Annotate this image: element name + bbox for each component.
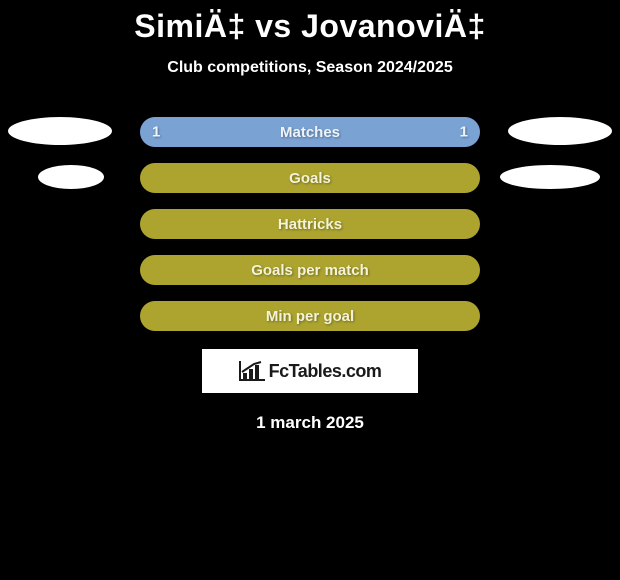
bar-chart-icon	[239, 361, 265, 381]
stat-label: Goals	[289, 170, 331, 187]
stat-row-matches: 1 Matches 1	[0, 117, 620, 147]
subtitle: Club competitions, Season 2024/2025	[0, 59, 620, 77]
stat-label: Min per goal	[266, 308, 354, 325]
stat-row-goals: Goals	[0, 163, 620, 193]
stat-label: Goals per match	[251, 262, 369, 279]
stat-row-goals-per-match: Goals per match	[0, 255, 620, 285]
logo-text: FcTables.com	[269, 361, 382, 382]
stat-label: Matches	[280, 124, 340, 141]
stat-row-min-per-goal: Min per goal	[0, 301, 620, 331]
stat-bar: Hattricks	[140, 209, 480, 239]
stat-bar: 1 Matches 1	[140, 117, 480, 147]
fctables-logo[interactable]: FcTables.com	[202, 349, 418, 393]
stat-left-value: 1	[152, 124, 160, 141]
stat-row-hattricks: Hattricks	[0, 209, 620, 239]
date-label: 1 march 2025	[0, 413, 620, 433]
stat-bar: Goals	[140, 163, 480, 193]
stat-bar: Min per goal	[140, 301, 480, 331]
stat-bar: Goals per match	[140, 255, 480, 285]
page-title: SimiÄ‡ vs JovanoviÄ‡	[0, 0, 620, 45]
stat-label: Hattricks	[278, 216, 342, 233]
stats-rows: 1 Matches 1 Goals Hattricks Goals per ma…	[0, 117, 620, 331]
stat-right-value: 1	[460, 124, 468, 141]
